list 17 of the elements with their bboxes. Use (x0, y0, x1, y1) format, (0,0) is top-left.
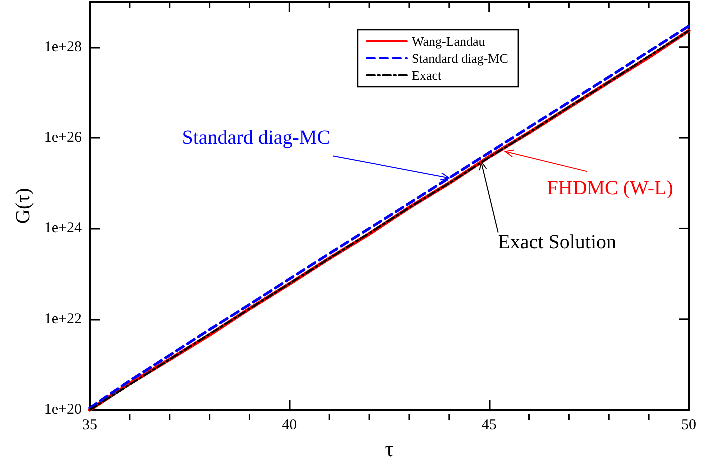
y-tick-label: 1e+24 (44, 220, 82, 237)
x-tick-label: 35 (82, 418, 98, 434)
legend-label: Standard diag-MC (412, 51, 508, 66)
y-tick-label: 1e+22 (44, 311, 82, 328)
y-tick-label: 1e+20 (44, 402, 82, 418)
y-tick-label: 1e+28 (44, 39, 82, 56)
x-tick-label: 45 (482, 418, 497, 434)
annotation: Exact Solution (498, 232, 617, 254)
y-tick-label: 1e+26 (44, 130, 82, 146)
legend-label: Exact (412, 68, 442, 83)
y-axis-title: G(τ) (12, 188, 34, 224)
annotation: Standard diag-MC (182, 127, 331, 150)
x-tick-label: 50 (682, 418, 696, 434)
x-tick-label: 40 (282, 418, 298, 434)
x-axis-title: τ (385, 436, 394, 462)
annotation: FHDMC (W-L) (547, 178, 674, 200)
legend-label: Wang-Landau (412, 34, 486, 49)
